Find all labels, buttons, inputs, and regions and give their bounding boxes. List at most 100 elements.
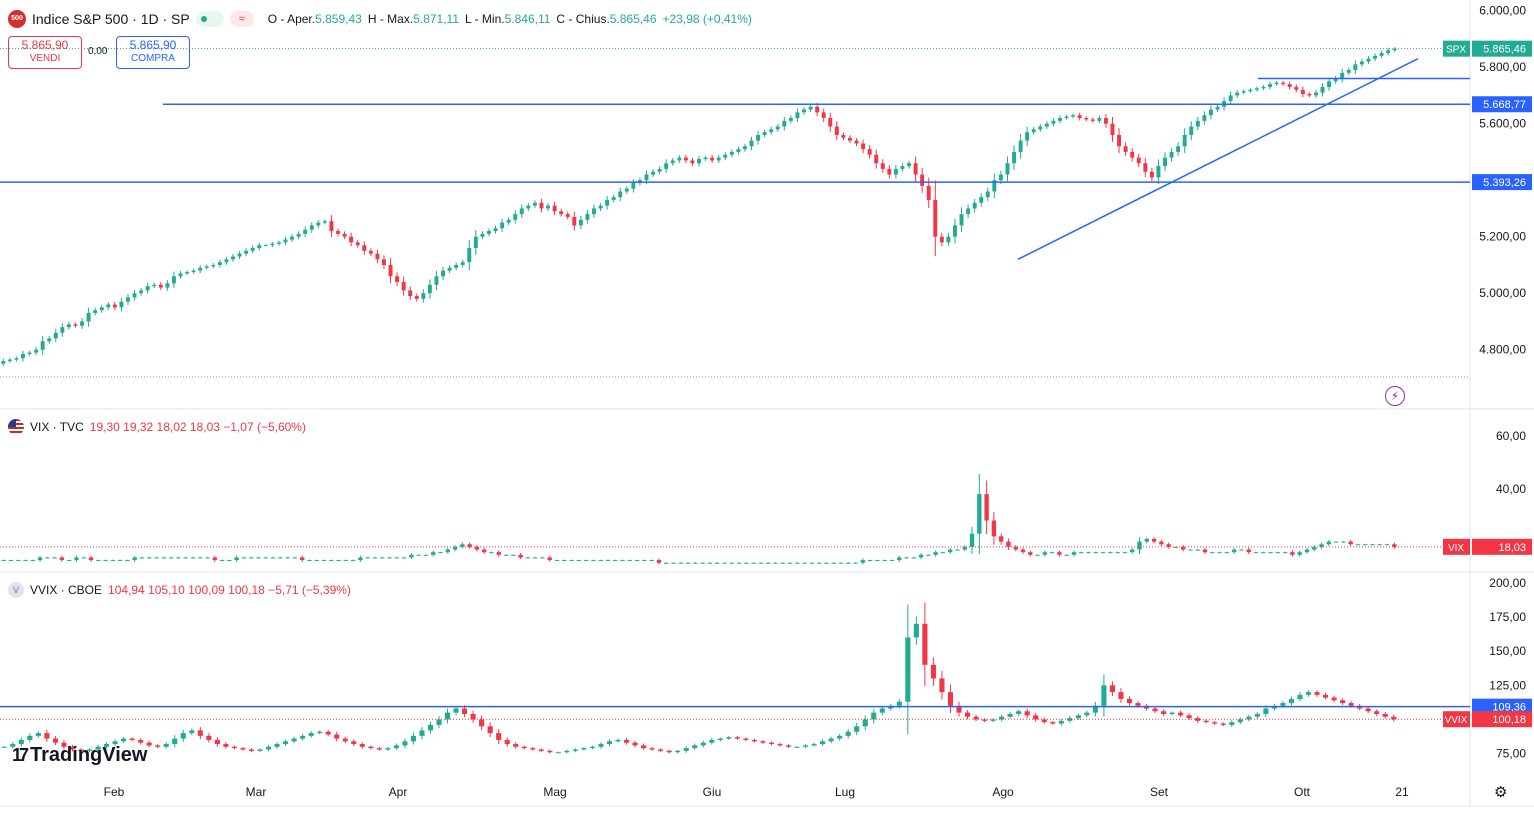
candle-body [217, 262, 222, 265]
candle-body [847, 137, 852, 141]
candle-body [780, 562, 785, 564]
candle-body [1031, 129, 1036, 133]
candle-body [342, 233, 347, 237]
candle-body [1071, 115, 1076, 117]
candle-body [808, 106, 813, 110]
x-tick-label: Set [1150, 785, 1169, 799]
candle-body [913, 623, 919, 638]
candle-body [1178, 712, 1184, 716]
candle-body [547, 557, 552, 561]
candle-body [14, 358, 19, 360]
candle-body [802, 745, 809, 747]
y-tick-label: 60,00 [1496, 429, 1526, 443]
candle-body [513, 214, 518, 220]
main-title[interactable]: Indice S&P 500 · 1D · SP [32, 11, 190, 27]
candle-body [445, 549, 450, 553]
candle-body [605, 560, 611, 562]
candle-body [1263, 708, 1269, 714]
candle-body [165, 283, 170, 288]
candle-body [618, 191, 623, 198]
vix-title[interactable]: VIX · TVC [30, 420, 84, 434]
candle-body [664, 163, 669, 169]
candle-body [861, 143, 866, 150]
candle-body [666, 750, 672, 753]
candle-body [224, 259, 229, 263]
candle-body [35, 733, 41, 736]
sp500-logo-icon: 500 [8, 10, 26, 28]
candle-body [8, 560, 14, 562]
candle-body [1016, 711, 1022, 714]
candle-body [234, 557, 239, 561]
candle-body [61, 742, 67, 747]
settings-gear-icon[interactable]: ⚙ [1494, 784, 1508, 801]
candle-body [606, 741, 613, 745]
candle-body [431, 552, 436, 555]
lightning-icon[interactable]: ⚡ [1385, 386, 1405, 406]
candle-body [1373, 55, 1377, 59]
data-delay-icon[interactable]: ≈ [229, 11, 254, 27]
candle-body [530, 748, 536, 750]
candle-body [1130, 549, 1135, 553]
candle-body [1305, 692, 1312, 695]
vix-values: 19,30 19,32 18,02 18,03 −1,07 (−5,60%) [89, 420, 306, 434]
buy-button[interactable]: 5.865,90 COMPRA [116, 36, 190, 69]
candle-body [1290, 552, 1295, 555]
tradingview-logo[interactable]: 17 TradingView [12, 744, 147, 767]
candle-body [658, 749, 664, 751]
y-tick-label: 4.800,00 [1479, 343, 1526, 357]
candle-body [214, 739, 220, 745]
candle-body [1137, 541, 1142, 550]
candle-body [985, 191, 990, 198]
candle-body [624, 188, 629, 192]
candle-body [1163, 157, 1167, 167]
candle-body [1297, 694, 1303, 699]
candle-body [787, 562, 793, 564]
candle-body [979, 197, 984, 203]
candle-body [438, 552, 443, 554]
candle-body [1, 560, 6, 562]
candle-body [828, 118, 833, 127]
candle-body [1077, 115, 1082, 119]
candle-body [1169, 712, 1175, 714]
vvix-title[interactable]: VVIX · CBOE [30, 583, 103, 597]
candle-body [1007, 713, 1013, 717]
candle-body [1050, 722, 1056, 724]
candle-body [60, 327, 65, 333]
candle-body [37, 557, 43, 561]
candle-body [274, 744, 280, 747]
market-status-icon[interactable] [195, 11, 224, 27]
sell-button[interactable]: 5.865,90 VENDI [8, 36, 82, 69]
candle-body [291, 738, 297, 742]
candle-body [824, 562, 829, 564]
candle-body [920, 174, 925, 186]
candle-body [1018, 140, 1023, 152]
candle-body [198, 267, 203, 271]
candle-body [1024, 711, 1030, 716]
candle-body [299, 557, 305, 561]
candle-body [1042, 552, 1048, 555]
candle-body [1229, 722, 1235, 725]
candle-body [10, 744, 16, 747]
candle-body [416, 554, 421, 556]
candle-body [613, 560, 618, 562]
candle-body [926, 554, 931, 556]
candle-body [564, 750, 570, 753]
x-tick-label: Lug [835, 785, 855, 799]
candle-body [444, 712, 451, 720]
candle-body [237, 253, 242, 257]
candle-body [955, 549, 960, 551]
candle-body [1313, 92, 1318, 96]
candle-body [926, 185, 931, 200]
y-tick-label: 125,00 [1489, 678, 1526, 692]
candle-body [329, 221, 334, 232]
candle-body [223, 744, 229, 747]
candle-body [555, 752, 561, 754]
candle-body [585, 214, 590, 220]
candle-body [525, 557, 531, 559]
candle-body [642, 560, 647, 562]
candle-body [1208, 109, 1213, 116]
candle-body [1320, 86, 1325, 93]
candle-body [487, 726, 493, 734]
candle-body [1365, 708, 1371, 712]
